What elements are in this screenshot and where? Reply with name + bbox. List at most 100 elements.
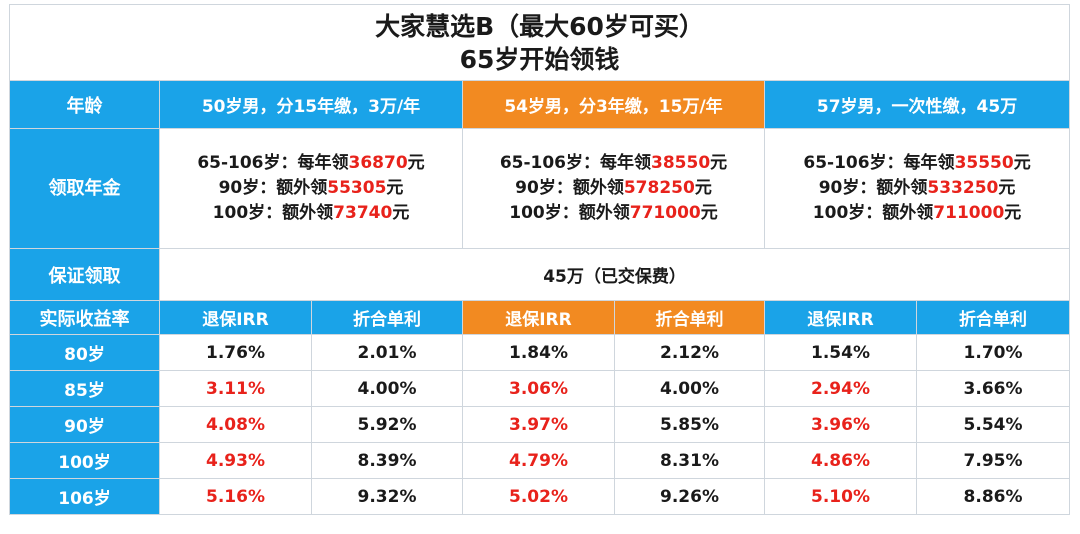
table-row: 80岁 1.76% 2.01% 1.84% 2.12% 1.54% 1.70% <box>9 334 1071 371</box>
annuity-unit: 元 <box>1013 153 1031 173</box>
irr-cell: 5.16% <box>159 478 312 515</box>
table-title: 大家慧选B（最大60岁可买） 65岁开始领钱 <box>8 4 1071 81</box>
irr-cell: 3.11% <box>159 370 312 407</box>
irr-cell: 2.94% <box>764 370 917 407</box>
simple-rate-cell: 2.01% <box>311 334 463 371</box>
row-age: 106岁 <box>9 478 160 515</box>
irr-cell: 5.10% <box>764 478 917 515</box>
annuity-unit: 元 <box>998 178 1016 198</box>
row-age: 90岁 <box>9 406 160 443</box>
annuity-plan-1: 65-106岁：每年领36870元 90岁：额外领55305元 100岁：额外领… <box>159 128 463 249</box>
subhead-simple-rate: 折合单利 <box>915 300 1071 335</box>
annuity-line: 90岁：额外领533250元 <box>765 176 1069 201</box>
annuity-unit: 元 <box>392 203 410 223</box>
irr-cell: 5.02% <box>462 478 615 515</box>
row-age: 100岁 <box>9 442 160 479</box>
title-row: 大家慧选B（最大60岁可买） 65岁开始领钱 <box>8 4 1071 81</box>
annuity-text: 100岁：额外领 <box>212 203 334 223</box>
annuity-amount: 711000 <box>933 203 1005 223</box>
annuity-comparison-table: 大家慧选B（最大60岁可买） 65岁开始领钱 年龄 50岁男，分15年缴，3万/… <box>8 4 1071 515</box>
table-row: 90岁 4.08% 5.92% 3.97% 5.85% 3.96% 5.54% <box>9 406 1071 443</box>
simple-rate-cell: 1.70% <box>915 334 1071 371</box>
irr-cell: 3.96% <box>764 406 917 443</box>
irr-cell: 4.08% <box>159 406 312 443</box>
annuity-line: 90岁：额外领55305元 <box>160 176 462 201</box>
simple-rate-cell: 4.00% <box>311 370 463 407</box>
annuity-unit: 元 <box>700 203 718 223</box>
irr-cell: 1.84% <box>462 334 615 371</box>
simple-rate-cell: 2.12% <box>614 334 765 371</box>
simple-rate-cell: 5.54% <box>915 406 1071 443</box>
simple-rate-cell: 3.66% <box>915 370 1071 407</box>
subhead-simple-rate: 折合单利 <box>311 300 463 335</box>
simple-rate-cell: 8.86% <box>915 478 1071 515</box>
subhead-simple-rate: 折合单利 <box>614 300 765 335</box>
annuity-text: 65-106岁：每年领 <box>803 153 955 173</box>
annuity-text: 90岁：额外领 <box>818 178 928 198</box>
annuity-unit: 元 <box>407 153 425 173</box>
annuity-line: 90岁：额外领578250元 <box>463 176 764 201</box>
annuity-amount: 533250 <box>927 178 999 198</box>
annuity-text: 65-106岁：每年领 <box>197 153 349 173</box>
annuity-text: 100岁：额外领 <box>812 203 934 223</box>
table-row: 100岁 4.93% 8.39% 4.79% 8.31% 4.86% 7.95% <box>9 442 1071 479</box>
plan-header-3: 57岁男，一次性缴，45万 <box>763 80 1071 129</box>
comparison-sheet: 大家慧选B（最大60岁可买） 65岁开始领钱 年龄 50岁男，分15年缴，3万/… <box>8 4 1071 528</box>
returns-header-row: 实际收益率 退保IRR 折合单利 退保IRR 折合单利 退保IRR 折合单利 <box>9 300 1071 335</box>
subhead-irr: 退保IRR <box>764 300 917 335</box>
annuity-amount: 35550 <box>954 153 1014 173</box>
row-age: 85岁 <box>9 370 160 407</box>
plan-header-row: 年龄 50岁男，分15年缴，3万/年 54岁男，分3年缴，15万/年 57岁男，… <box>9 80 1071 129</box>
annuity-line: 100岁：额外领711000元 <box>765 201 1069 226</box>
irr-cell: 4.93% <box>159 442 312 479</box>
simple-rate-cell: 5.85% <box>614 406 765 443</box>
annuity-amount: 36870 <box>348 153 408 173</box>
guarantee-value: 45万（已交保费） <box>158 248 1071 301</box>
annuity-text: 90岁：额外领 <box>515 178 624 198</box>
plan-header-1: 50岁男，分15年缴，3万/年 <box>159 80 463 129</box>
annuity-unit: 元 <box>694 178 712 198</box>
irr-cell: 3.97% <box>462 406 615 443</box>
annuity-plan-2: 65-106岁：每年领38550元 90岁：额外领578250元 100岁：额外… <box>462 128 765 249</box>
annuity-label: 领取年金 <box>9 128 160 249</box>
annuity-plan-3: 65-106岁：每年领35550元 90岁：额外领533250元 100岁：额外… <box>763 128 1071 249</box>
annuity-line: 100岁：额外领73740元 <box>160 201 462 226</box>
simple-rate-cell: 9.26% <box>614 478 765 515</box>
irr-cell: 4.86% <box>764 442 917 479</box>
subhead-irr: 退保IRR <box>159 300 312 335</box>
guarantee-label: 保证领取 <box>9 248 160 301</box>
annuity-line: 65-106岁：每年领38550元 <box>463 151 764 176</box>
irr-cell: 4.79% <box>462 442 615 479</box>
simple-rate-cell: 8.39% <box>311 442 463 479</box>
simple-rate-cell: 9.32% <box>311 478 463 515</box>
annuity-amount: 38550 <box>651 153 711 173</box>
simple-rate-cell: 5.92% <box>311 406 463 443</box>
table-row: 85岁 3.11% 4.00% 3.06% 4.00% 2.94% 3.66% <box>9 370 1071 407</box>
annuity-line: 100岁：额外领771000元 <box>463 201 764 226</box>
annuity-amount: 578250 <box>623 178 695 198</box>
annuity-amount: 55305 <box>327 178 387 198</box>
annuity-text: 65-106岁：每年领 <box>499 153 652 173</box>
irr-cell: 1.76% <box>159 334 312 371</box>
subhead-irr: 退保IRR <box>462 300 615 335</box>
title-line-1: 大家慧选B（最大60岁可买） <box>375 11 704 41</box>
simple-rate-cell: 8.31% <box>614 442 765 479</box>
annuity-amount: 73740 <box>333 203 393 223</box>
plan-header-2: 54岁男，分3年缴，15万/年 <box>462 80 765 129</box>
returns-label: 实际收益率 <box>9 300 160 335</box>
irr-cell: 3.06% <box>462 370 615 407</box>
annuity-text: 90岁：额外领 <box>218 178 328 198</box>
annuity-text: 100岁：额外领 <box>509 203 630 223</box>
guarantee-row: 保证领取 45万（已交保费） <box>9 248 1071 301</box>
simple-rate-cell: 7.95% <box>915 442 1071 479</box>
annuity-unit: 元 <box>710 153 728 173</box>
annuity-amount: 771000 <box>629 203 701 223</box>
simple-rate-cell: 4.00% <box>614 370 765 407</box>
age-label: 年龄 <box>9 80 160 129</box>
annuity-line: 65-106岁：每年领35550元 <box>765 151 1069 176</box>
annuity-row: 领取年金 65-106岁：每年领36870元 90岁：额外领55305元 100… <box>9 128 1071 249</box>
irr-cell: 1.54% <box>764 334 917 371</box>
annuity-line: 65-106岁：每年领36870元 <box>160 151 462 176</box>
title-line-2: 65岁开始领钱 <box>459 44 620 74</box>
annuity-unit: 元 <box>1004 203 1022 223</box>
